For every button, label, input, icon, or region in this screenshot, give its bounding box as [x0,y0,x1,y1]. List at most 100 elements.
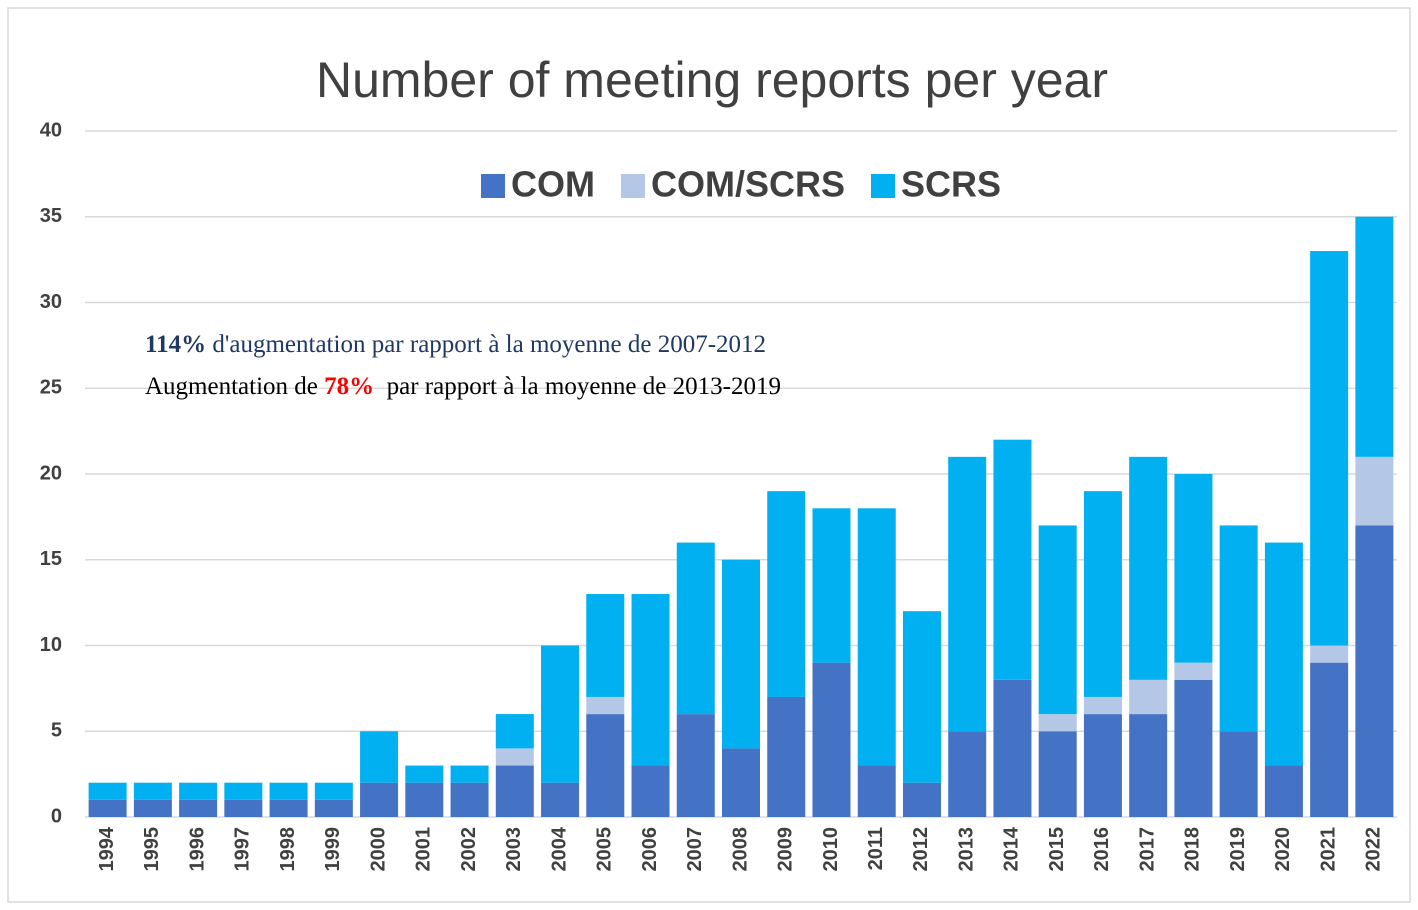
bar-segment [631,594,670,766]
bar-segment [541,782,580,817]
annotation-part: 114% [145,331,206,358]
y-tick-label: 30 [40,291,62,313]
bar-segment [948,456,987,732]
bar-segment [450,765,489,783]
x-tick-label: 1996 [186,827,208,872]
x-tick-label: 2002 [458,827,480,872]
bar-segment [495,748,534,766]
bar-segment [1129,456,1168,680]
bar-segment [1219,525,1258,732]
x-tick-label: 1994 [96,826,118,871]
x-tick-label: 1999 [322,827,344,872]
x-tick-label: 2015 [1046,827,1068,872]
bar-segment [812,662,851,817]
bar-segment [1264,765,1303,817]
bar-segment [179,799,218,817]
bar-segment [1129,714,1168,817]
legend-swatch [480,174,505,198]
x-tick-label: 2005 [594,827,616,872]
y-tick-label: 10 [40,634,62,656]
x-tick-label: 1995 [141,827,163,872]
annotation-part: par rapport à la moyenne de 2013-2019 [374,373,781,400]
bar-segment [1174,662,1213,680]
y-tick-label: 25 [40,377,62,399]
bar-segment [1174,474,1213,663]
bar-segment [676,542,715,715]
bar-segment [269,782,308,800]
bar-segment [1129,679,1168,715]
legend-label: COM/SCRS [651,164,845,205]
bar-segment [1083,714,1122,817]
bar-segment [812,508,851,663]
chart-title: Number of meeting reports per year [316,52,1108,108]
bar-segment [1219,731,1258,817]
annotation: Augmentation de 78% par rapport à la moy… [145,373,781,400]
bar-segment [269,799,308,817]
bar-segment [405,765,444,783]
bar-segment [88,799,127,817]
bar-segment [722,559,760,749]
bar-segment [948,731,987,817]
bar-segment [1083,491,1122,697]
y-tick-label: 0 [51,805,62,827]
x-tick-label: 2008 [729,827,751,872]
bar-segment [179,782,218,800]
annotation: 114% d'augmentation par rapport à la moy… [145,331,766,358]
bar-segment [1355,525,1394,817]
bar-segment [993,439,1032,680]
bar-segment [1310,645,1349,663]
annotation-part: Augmentation de [145,373,324,400]
legend: COM COM/SCRS SCRS [480,164,1001,205]
bar-segment [360,782,399,817]
x-tick-label: 2007 [684,827,706,872]
x-tick-label: 2011 [865,827,887,870]
legend-swatch [870,174,895,198]
bar-segment [495,714,534,749]
bar-segment [1355,216,1394,457]
bar-segment [722,748,760,817]
x-tick-label: 1998 [277,827,299,872]
bar-segment [902,782,941,817]
bar-segment [857,765,896,817]
bar-segment [1038,714,1077,732]
x-tick-label: 2016 [1091,827,1113,872]
x-tick-label: 2004 [548,826,570,871]
annotation-part: 78% [324,373,374,400]
bar-segment [902,611,941,783]
y-tick-label: 20 [40,462,62,484]
bar-segment [224,782,263,800]
x-tick-label: 2006 [639,827,661,872]
bar-segment [586,594,625,697]
y-tick-label: 5 [51,720,62,742]
bar-segment [1310,251,1349,646]
x-tick-label: 2022 [1363,827,1385,872]
legend-label: COM [511,164,595,205]
bar-segment [1264,542,1303,766]
bar-segment [495,765,534,817]
bar-segment [586,714,625,817]
bar-segment [450,782,489,817]
x-tick-label: 2019 [1227,827,1249,872]
x-tick-label: 2021 [1317,827,1339,872]
bar-segment [360,731,399,783]
bar-segment [1355,456,1394,526]
bar-segment [314,799,353,817]
bar-segment [767,696,806,817]
bar-segment [133,799,172,817]
bar-segment [224,799,263,817]
x-tick-label: 2017 [1136,827,1158,872]
bar-segment [88,782,127,800]
legend-swatch [620,174,645,198]
x-tick-label: 2000 [367,827,389,872]
bar-segment [1038,525,1077,715]
y-tick-label: 35 [40,205,62,227]
x-tick-label: 2003 [503,827,525,872]
x-tick-label: 2001 [413,827,435,872]
legend-label: SCRS [901,164,1001,205]
bar-segment [1174,679,1213,817]
x-tick-label: 2020 [1272,827,1294,872]
bar-segment [857,508,896,766]
y-tick-label: 40 [40,119,62,141]
bar-segment [541,645,580,783]
